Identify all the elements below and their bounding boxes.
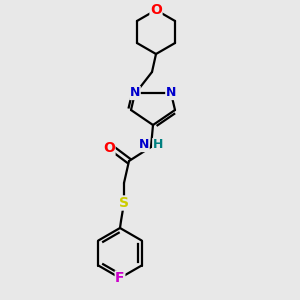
Text: N: N [139, 139, 149, 152]
Text: H: H [153, 139, 163, 152]
Text: N: N [166, 86, 176, 100]
Text: F: F [115, 271, 125, 285]
Text: O: O [150, 3, 162, 17]
Text: S: S [119, 196, 129, 210]
Text: O: O [103, 141, 115, 155]
Text: N: N [130, 86, 140, 100]
